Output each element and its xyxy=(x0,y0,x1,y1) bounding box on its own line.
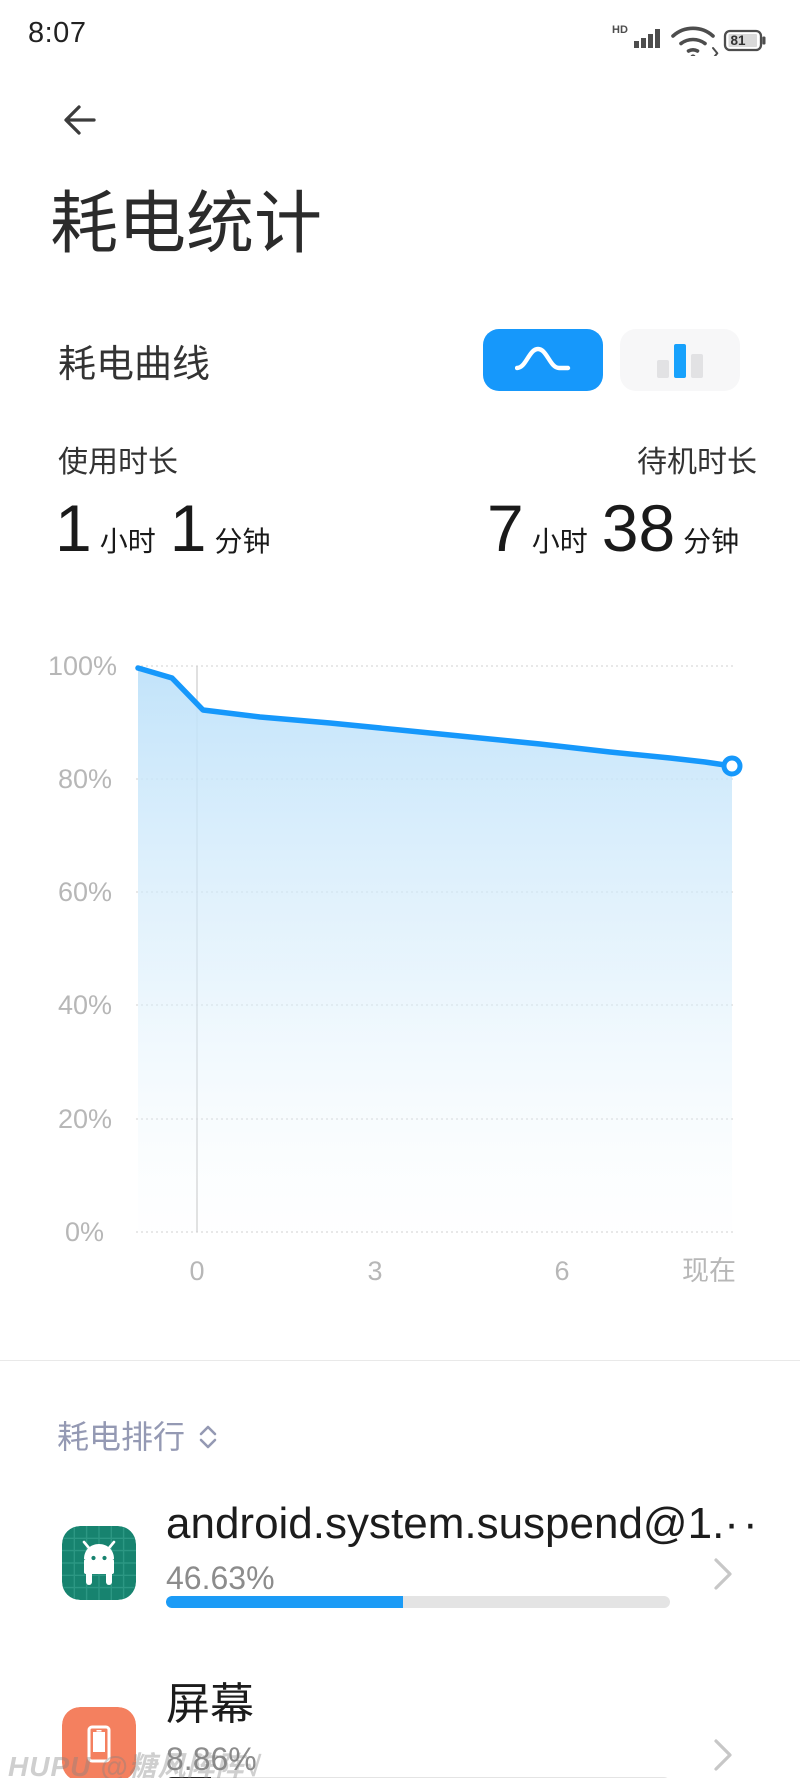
svg-text:0: 0 xyxy=(189,1256,204,1286)
svg-text:0%: 0% xyxy=(65,1217,104,1247)
svg-text:80%: 80% xyxy=(58,764,112,794)
svg-text:40%: 40% xyxy=(58,990,112,1020)
svg-text:60%: 60% xyxy=(58,877,112,907)
svg-text:HD: HD xyxy=(612,24,628,36)
svg-text:20%: 20% xyxy=(58,1104,112,1134)
svg-text:6: 6 xyxy=(554,1256,569,1286)
svg-text:100%: 100% xyxy=(48,651,117,681)
svg-text:3: 3 xyxy=(367,1256,382,1286)
svg-text:81: 81 xyxy=(731,33,747,48)
svg-text:现在: 现在 xyxy=(682,1256,736,1286)
